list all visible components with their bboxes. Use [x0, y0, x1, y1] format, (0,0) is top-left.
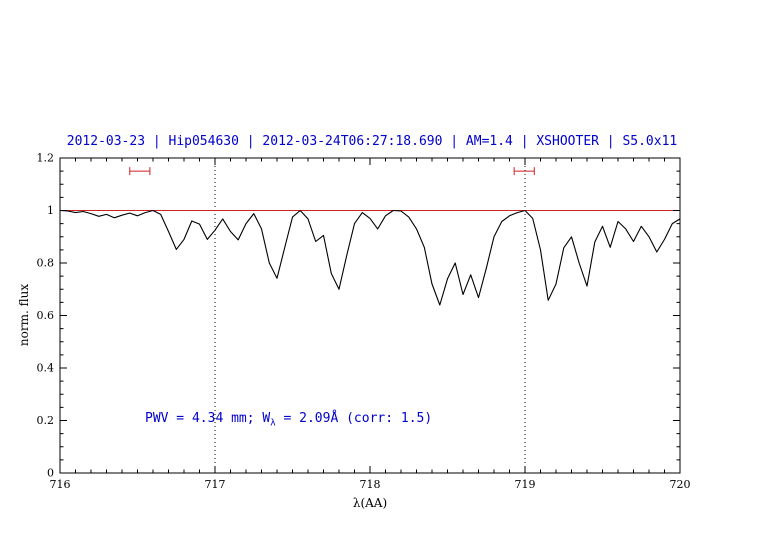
x-axis-label: λ(AA) [352, 496, 388, 510]
x-tick-label: 716 [50, 478, 71, 491]
annotation-suffix: = 2.09Å (corr: 1.5) [275, 411, 433, 426]
spectrum-line [59, 209, 681, 306]
plot-frame [59, 157, 681, 474]
x-tick-label: 720 [670, 478, 691, 491]
x-tick-label: 717 [205, 478, 226, 491]
x-tick-label: 719 [515, 478, 536, 491]
y-tick-label: 0.6 [37, 309, 55, 322]
annotation-prefix: PWV = 4.34 mm; W [145, 411, 271, 426]
y-tick-label: 0.2 [37, 414, 55, 427]
y-tick-label: 0.4 [37, 362, 55, 375]
y-tick-label: 0.8 [37, 257, 55, 270]
y-tick-label: 1.2 [37, 152, 55, 165]
pwv-annotation: PWV = 4.34 mm; Wλ = 2.09Å (corr: 1.5) [145, 411, 432, 429]
annotation-lambda-sub: λ [270, 418, 276, 429]
y-tick-label: 1 [47, 204, 54, 217]
y-tick-label: 0 [47, 467, 54, 480]
x-tick-label: 718 [360, 478, 381, 491]
plot-title: 2012-03-23 | Hip054630 | 2012-03-24T06:2… [66, 134, 678, 149]
